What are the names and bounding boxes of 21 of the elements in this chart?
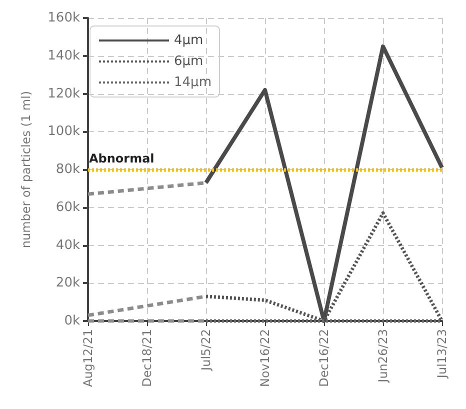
text: 14μm bbox=[174, 75, 212, 90]
y-tick-label: 40k bbox=[56, 238, 80, 253]
y-tick-label: 160k bbox=[48, 10, 80, 26]
y-tick-label: 80k bbox=[56, 162, 80, 177]
y-tick-label: 140k bbox=[48, 48, 80, 64]
text: 6μm bbox=[174, 54, 204, 69]
x-tick-label: Jul5/22 bbox=[199, 329, 213, 372]
y-tick-label: 0k bbox=[64, 314, 80, 328]
y-tick-label: 60k bbox=[56, 200, 80, 215]
y-tick-label: 120k bbox=[48, 86, 80, 102]
y-tick-label: 100k bbox=[48, 124, 80, 140]
x-tick-label: Dec16/22 bbox=[317, 329, 331, 387]
x-tick-label: Jun26/23 bbox=[376, 329, 390, 384]
ref-line-label: Abnormal bbox=[89, 152, 154, 166]
x-tick-label: Aug12/21 bbox=[81, 329, 95, 388]
y-tick-label: 20k bbox=[56, 276, 80, 291]
text: 4μm bbox=[174, 33, 204, 48]
x-tick-label: Nov16/22 bbox=[258, 329, 272, 388]
x-tick-label: Dec18/21 bbox=[140, 329, 154, 387]
y-axis-title: number of particles (1 ml) bbox=[19, 90, 33, 248]
x-tick-label: Jul13/23 bbox=[435, 329, 449, 380]
